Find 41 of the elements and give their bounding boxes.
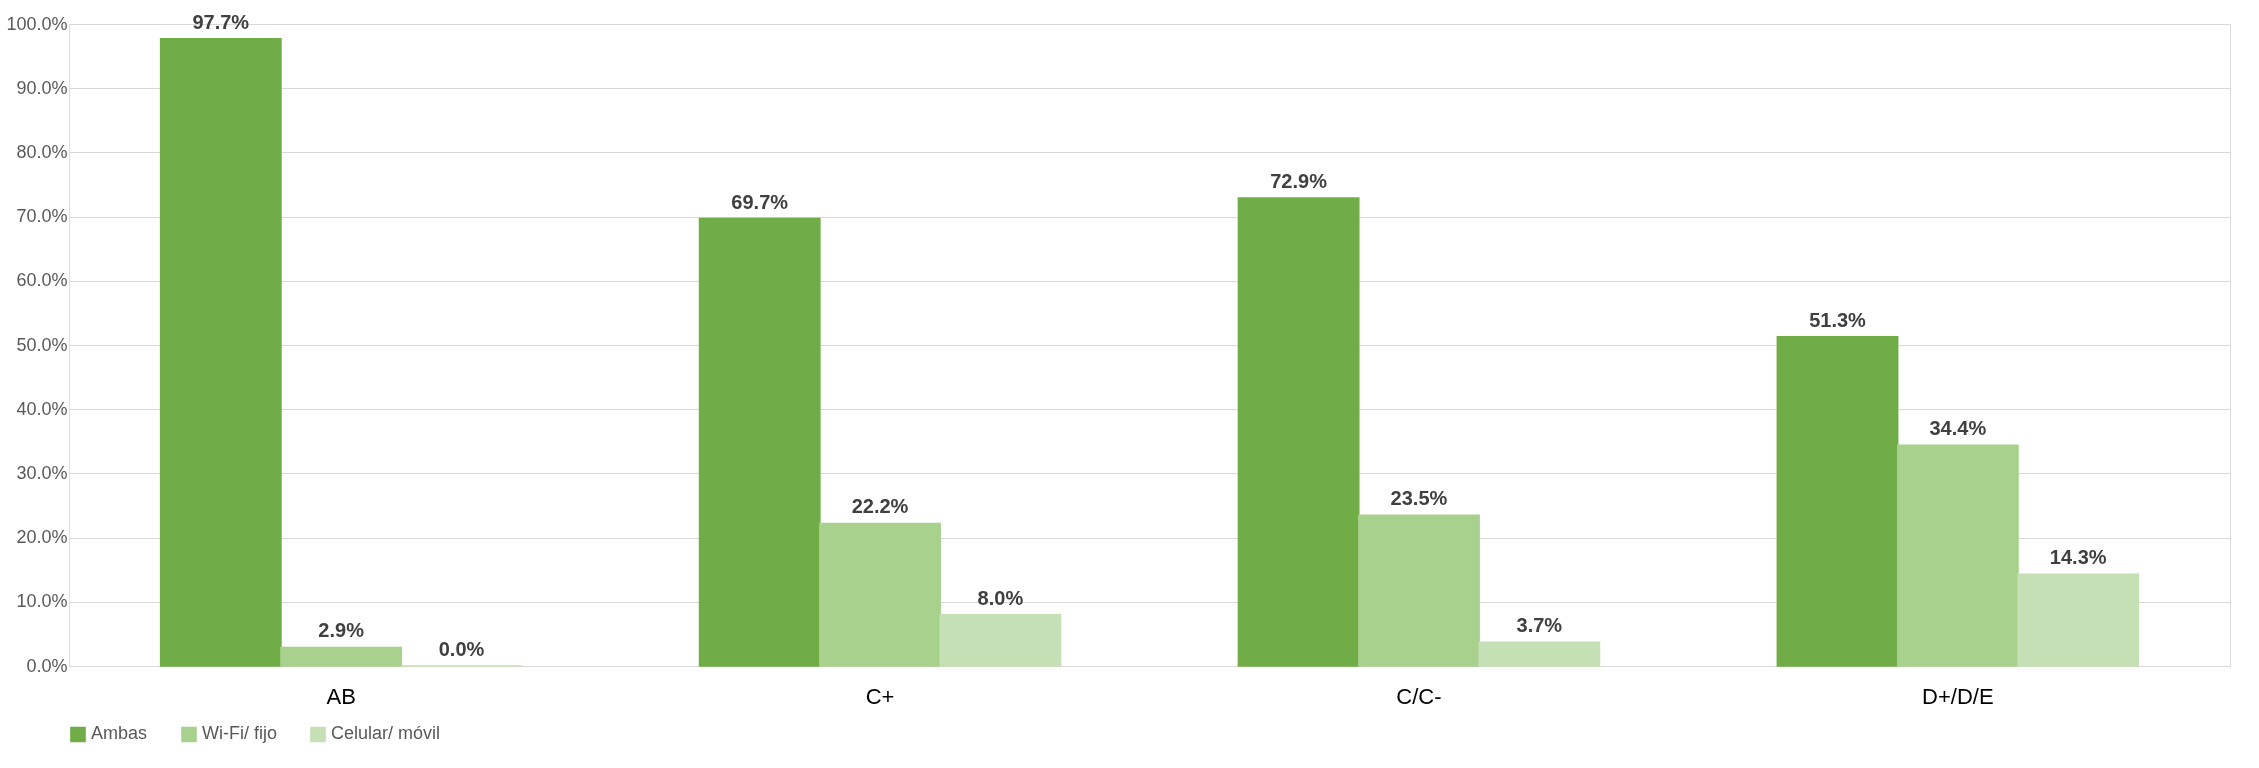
x-tick-label: C/C- — [1396, 683, 1442, 709]
data-label: 0.0% — [438, 638, 485, 660]
bar — [1896, 444, 2019, 667]
bar — [2017, 573, 2140, 667]
bar — [698, 217, 821, 667]
data-label: 23.5% — [1390, 487, 1448, 510]
data-label: 69.7% — [731, 190, 789, 213]
y-tick-label: 70.0% — [16, 206, 68, 227]
bar — [280, 646, 403, 667]
x-tick-label: C+ — [865, 683, 895, 709]
bar — [159, 38, 282, 667]
bar — [1478, 641, 1601, 667]
y-tick-label: 40.0% — [16, 398, 68, 419]
data-label: 34.4% — [1929, 417, 1987, 440]
y-tick-label: 100.0% — [6, 13, 68, 34]
x-tick-label: AB — [326, 683, 356, 709]
data-label: 22.2% — [851, 495, 909, 518]
legend-label: Celular/ móvil — [331, 723, 441, 744]
x-tick-label: D+/D/E — [1922, 683, 1994, 709]
data-label: 72.9% — [1270, 169, 1328, 192]
legend-label: Wi-Fi/ fijo — [202, 723, 277, 744]
bar — [1776, 335, 1899, 667]
y-tick-label: 90.0% — [16, 77, 68, 98]
y-tick-label: 20.0% — [16, 527, 68, 548]
y-tick-label: 30.0% — [16, 462, 68, 483]
y-tick-label: 10.0% — [16, 591, 68, 612]
data-label: 14.3% — [2049, 546, 2107, 569]
y-tick-label: 0.0% — [26, 655, 68, 676]
bar — [819, 522, 941, 667]
bar — [1358, 514, 1480, 667]
data-label: 2.9% — [318, 619, 365, 642]
data-label: 51.3% — [1809, 308, 1867, 331]
y-tick-label: 80.0% — [16, 141, 68, 162]
bar — [939, 613, 1062, 667]
y-tick-label: 50.0% — [16, 334, 68, 355]
data-label: 8.0% — [977, 586, 1024, 609]
data-label: 97.7% — [192, 10, 250, 33]
data-label: 3.7% — [1516, 614, 1563, 637]
y-tick-label: 60.0% — [16, 270, 68, 291]
legend-label: Ambas — [91, 723, 148, 744]
bar — [1237, 197, 1360, 667]
